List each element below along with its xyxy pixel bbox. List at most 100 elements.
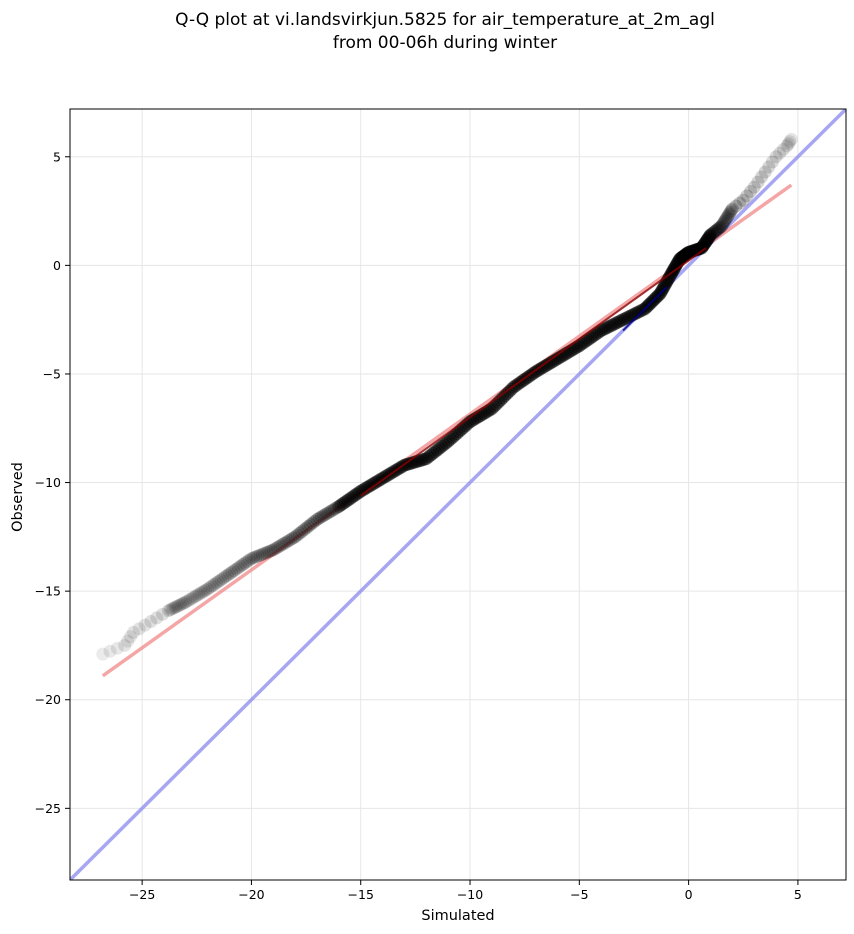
data-point: [696, 238, 710, 252]
central-lines: [360, 247, 707, 497]
data-point: [290, 528, 304, 542]
x-tick-label: 0: [685, 887, 693, 902]
data-point: [672, 253, 686, 267]
data-point: [183, 592, 197, 606]
data-point: [697, 237, 711, 251]
data-point: [345, 490, 359, 504]
data-point: [441, 434, 455, 448]
data-point: [240, 555, 254, 569]
x-tick-label: −20: [238, 887, 264, 902]
data-point: [678, 248, 692, 262]
data-point: [631, 305, 645, 319]
data-point: [428, 445, 442, 459]
data-point: [546, 354, 560, 368]
data-point: [588, 328, 602, 342]
data-point: [448, 428, 462, 442]
data-point: [332, 499, 346, 513]
data-point: [575, 337, 589, 351]
data-point: [710, 223, 724, 237]
data-point: [168, 600, 182, 614]
fit-line: [101, 183, 793, 678]
y-tick-label: −25: [35, 801, 61, 816]
data-point: [214, 573, 228, 587]
y-tick-label: 5: [53, 149, 61, 164]
data-point: [247, 551, 261, 565]
data-point: [675, 250, 689, 264]
data-point: [234, 559, 248, 573]
y-tick-label: −20: [35, 692, 61, 707]
data-point: [421, 450, 435, 464]
data-point: [367, 476, 381, 490]
data-point: [314, 510, 328, 524]
data-point: [161, 604, 175, 618]
data-point: [301, 519, 315, 533]
data-point: [271, 540, 285, 554]
data-point: [446, 430, 460, 444]
x-axis-label: Simulated: [421, 908, 494, 924]
data-point: [203, 580, 217, 594]
data-point: [212, 574, 226, 588]
data-point: [656, 281, 670, 295]
data-point: [167, 601, 181, 615]
data-point: [297, 523, 311, 537]
y-tick-label: −15: [35, 584, 61, 599]
data-point: [720, 211, 734, 225]
data-point: [437, 438, 451, 452]
data-point: [655, 283, 669, 297]
data-point: [369, 475, 383, 489]
data-point: [579, 334, 593, 348]
data-point: [537, 360, 551, 374]
data-point: [188, 590, 202, 604]
y-tick-label: 0: [53, 258, 61, 273]
data-point: [306, 516, 320, 530]
scatter-points: [96, 132, 798, 661]
data-point: [194, 586, 208, 600]
data-point: [334, 498, 348, 512]
data-point: [548, 353, 562, 367]
data-point: [356, 483, 370, 497]
data-point: [599, 321, 613, 335]
data-point: [262, 545, 276, 559]
data-point: [231, 561, 245, 575]
data-point: [699, 234, 713, 248]
data-point: [362, 479, 376, 493]
central-fit-line: [360, 247, 707, 497]
data-point: [747, 180, 761, 194]
data-point: [273, 539, 287, 553]
data-point: [683, 245, 697, 259]
data-point: [126, 625, 140, 639]
data-point: [264, 544, 278, 558]
data-point: [773, 146, 787, 160]
data-point: [754, 170, 768, 184]
data-point: [483, 403, 497, 417]
data-point: [677, 249, 691, 263]
data-point: [695, 241, 709, 255]
data-point: [295, 525, 309, 539]
data-point: [722, 207, 736, 221]
data-point: [784, 132, 798, 146]
data-point: [605, 318, 619, 332]
data-point: [715, 218, 729, 232]
data-point: [312, 511, 326, 525]
data-point: [330, 501, 344, 515]
data-point: [496, 391, 510, 405]
data-point: [209, 576, 223, 590]
data-point: [596, 322, 610, 336]
data-point: [500, 387, 514, 401]
data-point: [336, 496, 350, 510]
data-point: [419, 452, 433, 466]
data-point: [485, 402, 499, 416]
data-point: [583, 331, 597, 345]
data-point: [701, 232, 715, 246]
data-point: [609, 316, 623, 330]
data-point: [424, 448, 438, 462]
data-point: [165, 602, 179, 616]
data-point: [751, 175, 765, 189]
data-point: [175, 597, 189, 611]
data-point: [705, 227, 719, 241]
data-point: [703, 229, 717, 243]
data-point: [196, 585, 210, 599]
data-point: [242, 553, 256, 567]
data-point: [277, 536, 291, 550]
data-point: [733, 196, 747, 210]
